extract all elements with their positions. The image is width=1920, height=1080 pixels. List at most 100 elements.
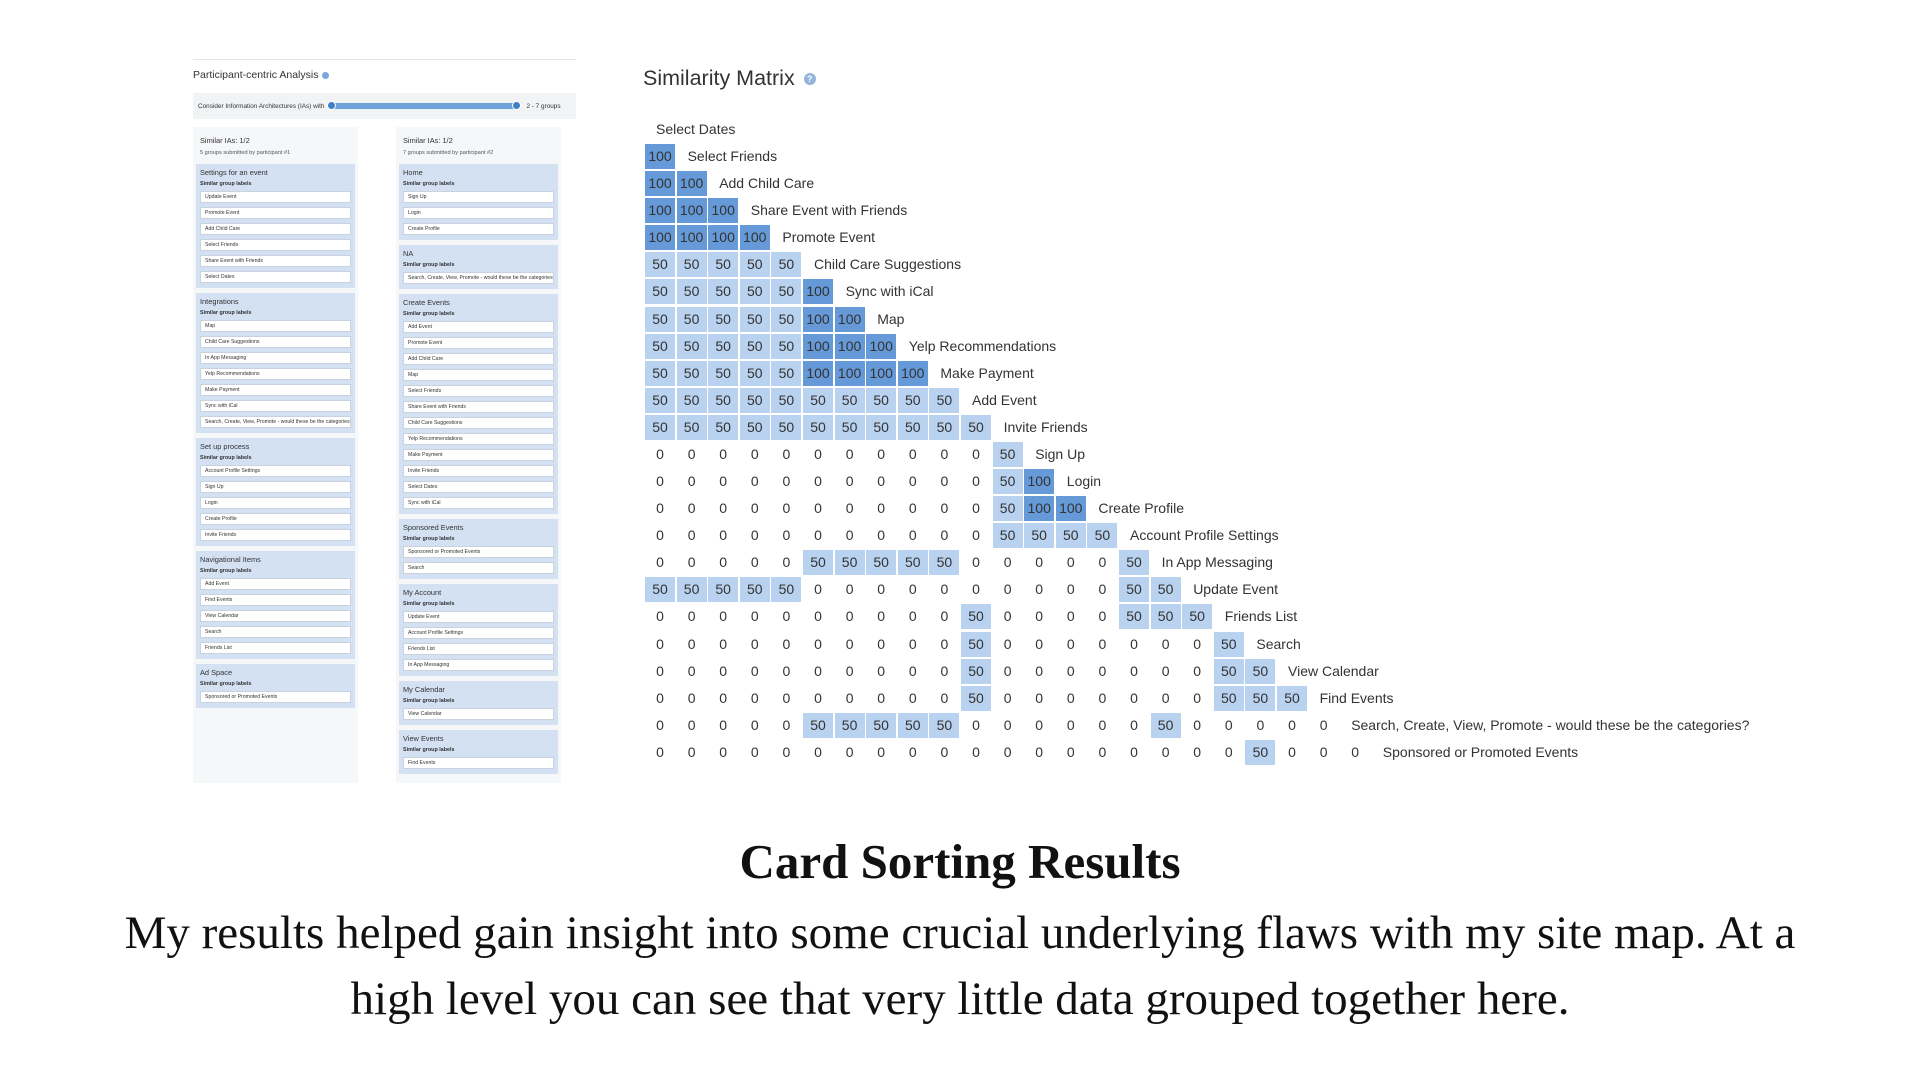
matrix-cell[interactable]: 0 [656,635,664,652]
card-group[interactable]: My Calendar Similar group labels View Cale… [399,681,558,725]
matrix-cell[interactable]: 100 [834,306,865,332]
matrix-cell[interactable]: 50 [708,414,739,440]
card-group[interactable]: Integrations Similar group labels Map Child… [196,293,355,433]
matrix-cell[interactable]: 0 [750,554,759,571]
card-item[interactable]: Search, Create, View, Promote - would th… [403,272,554,284]
matrix-cell[interactable]: 0 [687,716,696,733]
matrix-cell[interactable]: 0 [1288,743,1296,760]
matrix-cell[interactable]: 50 [771,414,802,440]
matrix-cell[interactable]: 100 [708,225,739,251]
matrix-cell[interactable]: 0 [940,743,949,760]
info-icon[interactable] [322,71,330,79]
matrix-cell[interactable]: 0 [1035,662,1044,679]
card-item[interactable]: Account Profile Settings [403,627,554,639]
matrix-cell[interactable]: 50 [961,685,991,711]
matrix-cell[interactable]: 0 [940,689,949,706]
matrix-cell[interactable]: 50 [739,333,770,359]
matrix-cell[interactable]: 100 [803,279,833,305]
card-group[interactable]: Ad Space Similar group labels Sponsored or… [196,664,355,708]
card-group[interactable]: Create Events Similar group labels Add Eve… [399,294,558,514]
matrix-cell[interactable]: 50 [771,577,802,603]
matrix-cell[interactable]: 0 [719,743,728,760]
matrix-cell[interactable]: 50 [676,252,707,278]
matrix-cell[interactable]: 0 [1319,743,1328,760]
matrix-cell[interactable]: 0 [1098,716,1107,733]
matrix-cell[interactable]: 0 [972,527,980,544]
matrix-cell[interactable]: 0 [719,716,728,733]
matrix-cell[interactable]: 0 [1193,716,1202,733]
card-item[interactable]: In App Messaging [403,659,554,671]
matrix-cell[interactable]: 50 [1119,550,1149,576]
matrix-cell[interactable]: 100 [866,360,897,386]
card-item[interactable]: Select Friends [403,385,554,397]
matrix-cell[interactable]: 0 [1098,554,1107,571]
matrix-cell[interactable]: 0 [782,662,791,679]
matrix-cell[interactable]: 0 [1035,608,1044,625]
matrix-cell[interactable]: 0 [877,473,886,490]
matrix-cell[interactable]: 50 [1213,685,1244,711]
matrix-cell[interactable]: 0 [814,662,822,679]
matrix-cell[interactable]: 50 [676,577,707,603]
matrix-cell[interactable]: 0 [1035,743,1044,760]
matrix-cell[interactable]: 50 [708,279,739,305]
matrix-cell[interactable]: 100 [645,198,675,224]
card-item[interactable]: Share Event with Friends [403,401,554,413]
matrix-cell[interactable]: 0 [814,500,822,517]
matrix-cell[interactable]: 0 [972,581,980,598]
matrix-cell[interactable]: 100 [708,198,739,224]
matrix-cell[interactable]: 50 [1213,631,1244,657]
matrix-cell[interactable]: 0 [940,473,949,490]
matrix-cell[interactable]: 0 [782,473,791,490]
matrix-cell[interactable]: 100 [645,171,675,197]
matrix-cell[interactable]: 0 [972,716,980,733]
matrix-cell[interactable]: 0 [1224,743,1233,760]
matrix-cell[interactable]: 0 [940,608,949,625]
matrix-cell[interactable]: 100 [645,225,675,251]
matrix-cell[interactable]: 0 [877,689,886,706]
matrix-cell[interactable]: 50 [676,360,707,386]
matrix-cell[interactable]: 0 [1066,716,1075,733]
card-item[interactable]: Share Event with Friends [200,255,351,267]
matrix-cell[interactable]: 50 [834,550,865,576]
matrix-cell[interactable]: 100 [739,225,770,251]
matrix-cell[interactable]: 50 [1150,577,1181,603]
card-item[interactable]: Child Care Suggestions [403,417,554,429]
matrix-cell[interactable]: 0 [940,635,949,652]
matrix-cell[interactable]: 50 [771,306,802,332]
matrix-cell[interactable]: 0 [687,500,696,517]
matrix-cell[interactable]: 0 [1288,716,1296,733]
matrix-cell[interactable]: 0 [814,635,822,652]
matrix-cell[interactable]: 50 [834,414,865,440]
matrix-cell[interactable]: 50 [1182,604,1213,630]
matrix-cell[interactable]: 0 [1193,635,1202,652]
card-item[interactable]: Login [200,497,351,509]
card-item[interactable]: Yelp Recommendations [200,368,351,380]
matrix-cell[interactable]: 50 [1213,658,1244,684]
matrix-cell[interactable]: 0 [845,662,854,679]
card-item[interactable]: Sign Up [200,481,351,493]
matrix-cell[interactable]: 0 [940,527,949,544]
card-item[interactable]: Login [403,207,554,219]
card-item[interactable]: Promote Event [403,337,554,349]
matrix-cell[interactable]: 100 [676,171,707,197]
matrix-cell[interactable]: 0 [782,635,791,652]
matrix-cell[interactable]: 100 [834,360,865,386]
matrix-cell[interactable]: 100 [676,198,707,224]
matrix-cell[interactable]: 0 [1161,689,1170,706]
matrix-cell[interactable]: 0 [1003,554,1012,571]
matrix-cell[interactable]: 0 [1256,716,1265,733]
matrix-cell[interactable]: 50 [866,550,897,576]
matrix-cell[interactable]: 0 [940,500,949,517]
card-item[interactable]: Search, Create, View, Promote - would th… [200,416,351,428]
card-item[interactable]: Find Events [200,594,351,606]
matrix-cell[interactable]: 50 [645,387,675,413]
card-item[interactable]: Map [403,369,554,381]
matrix-cell[interactable]: 0 [656,500,664,517]
matrix-cell[interactable]: 50 [708,360,739,386]
matrix-cell[interactable]: 0 [687,743,696,760]
matrix-cell[interactable]: 0 [1351,743,1360,760]
matrix-cell[interactable]: 50 [645,333,675,359]
matrix-cell[interactable]: 50 [1245,658,1276,684]
matrix-cell[interactable]: 0 [972,743,980,760]
matrix-cell[interactable]: 0 [1319,716,1328,733]
